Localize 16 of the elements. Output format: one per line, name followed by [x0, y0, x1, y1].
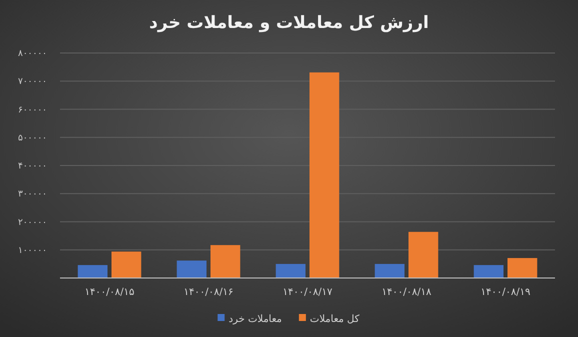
ytick: ۷۰۰۰۰۰ [18, 77, 47, 88]
ytick: ۴۰۰۰۰۰ [18, 162, 47, 172]
xtick: ۱۴۰۰/۰۸/۱۷ [282, 287, 332, 298]
ytick: ۸۰۰۰۰۰ [18, 49, 47, 59]
legend-label: معاملات خرد [228, 314, 282, 325]
ytick: ۵۰۰۰۰۰ [18, 133, 47, 144]
xtick: ۱۴۰۰/۰۸/۱۵ [84, 287, 134, 298]
title: ارزش کل معاملات و معاملات خرد [149, 13, 429, 33]
legend-label: کل معاملات [310, 314, 360, 325]
ytick: ۶۰۰۰۰۰ [18, 105, 47, 116]
xtick: ۱۴۰۰/۰۸/۱۹ [480, 287, 530, 298]
xtick: ۱۴۰۰/۰۸/۱۸ [382, 287, 432, 298]
ytick: ۱۰۰۰۰۰ [18, 246, 47, 256]
ytick: ۳۰۰۰۰۰ [18, 190, 47, 200]
xtick: ۱۴۰۰/۰۸/۱۶ [184, 287, 234, 298]
ytick: ۲۰۰۰۰۰ [18, 218, 47, 228]
